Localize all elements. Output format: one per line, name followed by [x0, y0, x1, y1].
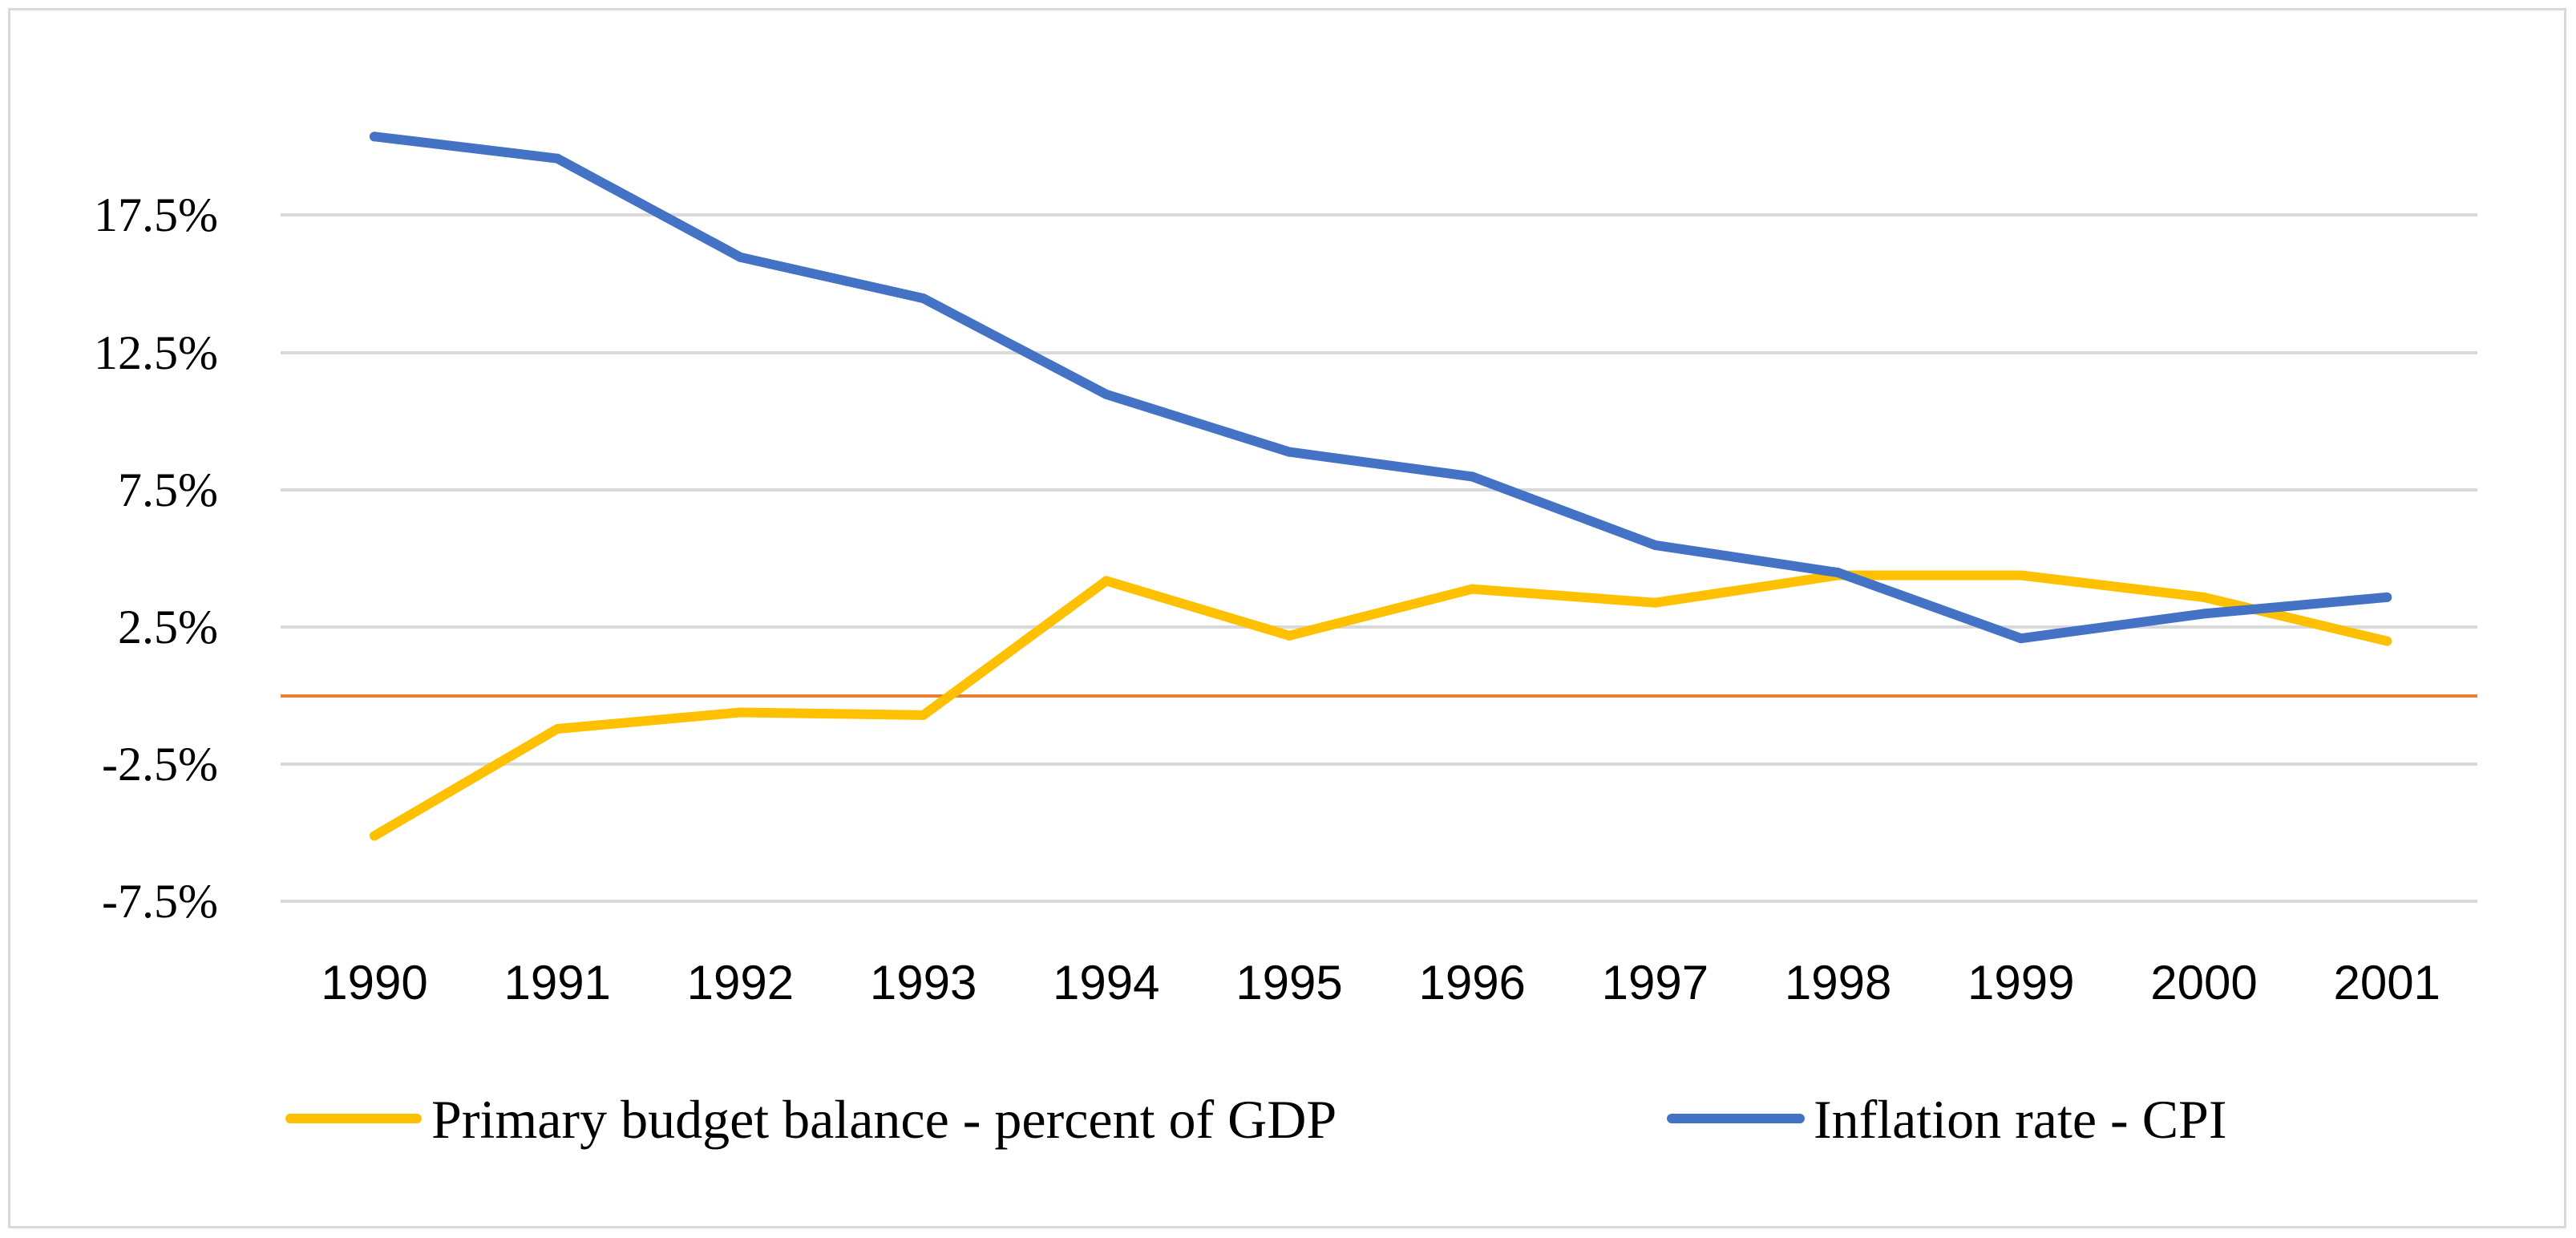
gridlines: [281, 213, 2477, 903]
series-lines: [370, 131, 2392, 841]
legend-label: Primary budget balance - percent of GDP: [431, 1089, 1337, 1150]
y-tick-label: 7.5%: [118, 463, 218, 516]
x-tick-label: 1998: [1785, 956, 1891, 1009]
x-tick-label: 1995: [1235, 956, 1342, 1009]
data-point: [1284, 630, 1294, 641]
y-tick-label: -2.5%: [102, 738, 218, 791]
data-point: [1101, 389, 1111, 399]
x-tick-label: 1993: [870, 956, 977, 1009]
data-point: [2382, 592, 2392, 602]
y-tick-label: -7.5%: [102, 875, 218, 928]
x-tick-label: 1992: [687, 956, 794, 1009]
legend: Primary budget balance - percent of GDP I…: [285, 1089, 2227, 1150]
x-tick-label: 1994: [1053, 956, 1159, 1009]
series-line-inflation-rate: [370, 131, 2392, 644]
data-point: [1650, 540, 1660, 550]
data-point: [2199, 592, 2209, 602]
x-tick-label: 1991: [503, 956, 610, 1009]
y-axis-tick-labels: 17.5% 12.5% 7.5% 2.5% -2.5% -7.5%: [94, 188, 218, 928]
x-tick-label: 1999: [1967, 956, 2074, 1009]
data-point: [1467, 471, 1478, 482]
data-point: [735, 707, 746, 718]
y-tick-label: 12.5%: [94, 326, 218, 379]
data-point: [370, 131, 379, 142]
x-tick-label: 2001: [2333, 956, 2440, 1009]
data-point: [552, 153, 563, 164]
data-point: [1467, 584, 1478, 594]
x-tick-label: 2000: [2150, 956, 2257, 1009]
x-tick-label: 1997: [1602, 956, 1709, 1009]
series-line-primary-budget-balance: [370, 570, 2392, 841]
data-point: [1284, 447, 1294, 457]
y-tick-label: 17.5%: [94, 188, 218, 241]
data-point: [1833, 568, 1843, 578]
data-point: [2382, 636, 2392, 646]
legend-label: Inflation rate - CPI: [1814, 1089, 2227, 1150]
y-tick-label: 2.5%: [118, 601, 218, 653]
data-point: [918, 710, 928, 720]
data-point: [2016, 570, 2026, 581]
data-point: [2016, 633, 2026, 644]
data-point: [1101, 576, 1111, 586]
data-point: [735, 252, 746, 262]
data-point: [552, 724, 563, 734]
x-axis-tick-labels: 1990 1991 1992 1993 1994 1995 1996 1997 1998 1999…: [321, 956, 2441, 1009]
x-tick-label: 1996: [1418, 956, 1525, 1009]
data-point: [370, 831, 379, 841]
x-tick-label: 1990: [321, 956, 427, 1009]
data-point: [1650, 597, 1660, 608]
data-point: [918, 293, 928, 304]
data-point: [2199, 609, 2209, 619]
